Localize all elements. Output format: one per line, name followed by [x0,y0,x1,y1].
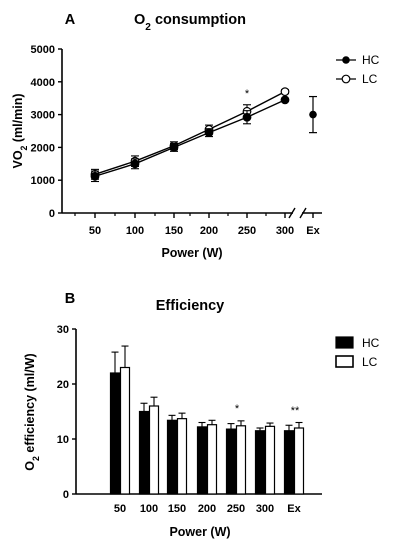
y-axis-label-a: VO2 (ml/min) [11,93,29,168]
y-tick-label-a: 0 [49,208,55,220]
data-point-hc [280,95,290,105]
bar-hc [196,426,208,495]
series-line-lc [94,91,286,175]
y-tick-label-a: 5000 [31,44,55,56]
bar-hc [254,430,266,495]
x-tick-label-a: 50 [89,225,101,237]
data-point-hc [169,142,179,152]
x-tick-label-b: 150 [168,503,186,515]
y-tick-label-b: 0 [63,489,69,501]
x-tick-label-a: 300 [276,225,294,237]
data-point-hc [130,159,140,169]
bar-lc [119,366,131,495]
bar-hc [138,410,150,495]
legend-swatch-lc [335,355,354,368]
y-tick-label-a: 3000 [31,110,55,122]
y-tick-label-a: 2000 [31,142,55,154]
x-tick-label-a: Ex [306,225,320,237]
bar-hc [109,372,121,495]
x-tick-label-b: 250 [227,503,245,515]
axis-break-a [288,207,296,219]
bar-hc [225,428,237,495]
y-axis-label-b: O2 efficiency (ml/W) [23,353,41,470]
x-tick-label-b: 300 [256,503,274,515]
chart-title-a: O2 consumption [134,12,246,33]
panel-label-a: A [65,12,76,28]
y-tick-label-b: 20 [57,379,69,391]
legend-marker-lc [341,74,351,84]
legend-label-hc: HC [362,53,380,67]
bar-lc [235,425,247,495]
bar-lc [206,424,218,495]
significance-star-a: * [245,88,250,100]
y-tick-label-a: 4000 [31,77,55,89]
bar-hc [283,430,295,495]
legend-marker-hc [342,56,350,64]
chart-title-b: Efficiency [156,298,225,314]
bar-lc [148,405,160,495]
x-tick-label-b: 100 [140,503,158,515]
y-tick-label-b: 30 [57,324,69,336]
axis-break-a [299,207,307,219]
bar-lc [264,425,276,495]
legend-label-lc: LC [362,72,378,86]
x-tick-label-b: 50 [114,503,126,515]
x-tick-label-a: 250 [238,225,256,237]
x-tick-label-a: 200 [200,225,218,237]
data-point-hc [90,171,100,181]
panel-label-b: B [65,291,75,307]
x-tick-label-b: 200 [198,503,216,515]
data-point-ex [309,110,317,119]
x-axis-label-a: Power (W) [161,246,222,260]
x-tick-label-b: Ex [287,503,301,515]
data-point-lc [280,87,290,97]
bar-lc [176,418,188,495]
x-axis-label-b: Power (W) [169,525,230,539]
bar-hc [166,419,178,495]
significance-star-b: ** [291,405,300,417]
data-point-hc [204,128,214,138]
series-line-hc [94,99,286,177]
legend-label-lc: LC [362,355,378,369]
x-tick-label-a: 100 [126,225,144,237]
bar-lc [293,427,305,495]
significance-star-b: * [235,403,240,415]
data-point-hc [242,112,252,122]
y-tick-label-b: 10 [57,434,69,446]
y-tick-label-a: 1000 [31,175,55,187]
legend-swatch-hc [335,336,354,349]
legend-label-hc: HC [362,336,380,350]
x-tick-label-a: 150 [165,225,183,237]
